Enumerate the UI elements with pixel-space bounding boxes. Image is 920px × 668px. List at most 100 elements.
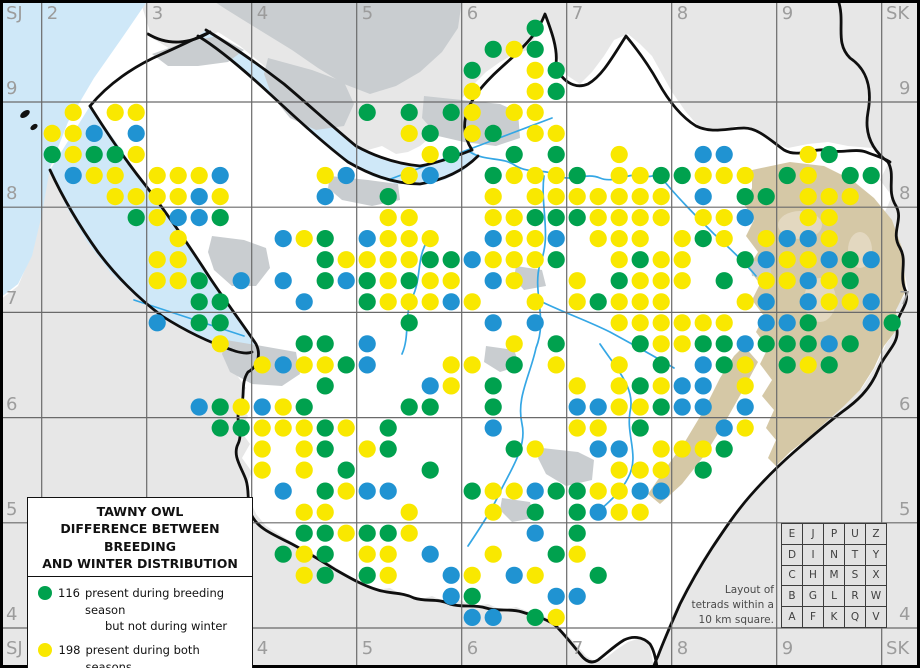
tetrad-dot xyxy=(694,314,712,332)
tetrad-dot xyxy=(379,251,397,269)
tetrad-dot xyxy=(211,209,229,227)
tetrad-dot xyxy=(631,503,649,521)
tetrad-dot xyxy=(778,335,796,353)
tetrad-dot xyxy=(484,251,502,269)
tetrad-dot xyxy=(694,440,712,458)
tetrad-dot xyxy=(736,209,754,227)
tetrad-dot xyxy=(589,482,607,500)
tetrad-dot xyxy=(694,209,712,227)
grid-ref-bottom: 4 xyxy=(256,638,269,659)
tetrad-dot xyxy=(274,482,292,500)
tetrad-dot xyxy=(505,335,523,353)
tetrad-dot xyxy=(652,209,670,227)
tetrad-dot xyxy=(463,82,481,100)
tetrad-dot xyxy=(715,440,733,458)
tetrad-dot xyxy=(148,272,166,290)
tetrad-dot xyxy=(568,166,586,185)
tetrad-dot xyxy=(169,251,187,269)
tetrad-dot xyxy=(736,419,754,437)
tetrad-dot xyxy=(547,230,565,248)
tetrad-cell-I: I xyxy=(802,543,824,566)
tetrad-dot xyxy=(610,188,628,206)
tetrad-dot xyxy=(694,461,712,479)
tetrad-dot xyxy=(610,314,628,332)
tetrad-dot xyxy=(484,314,502,332)
tetrad-dot xyxy=(589,419,607,437)
tetrad-dot xyxy=(316,440,334,458)
tetrad-dot xyxy=(568,419,586,437)
tetrad-cell-K: K xyxy=(823,606,845,628)
grid-ref-corner-bottom-right: SK xyxy=(886,638,910,659)
tetrad-dot xyxy=(610,503,628,521)
tetrad-dot xyxy=(568,272,586,290)
tetrad-dot xyxy=(820,293,838,311)
tetrad-dot xyxy=(337,524,355,542)
tetrad-dot xyxy=(337,166,355,185)
tetrad-dot xyxy=(631,314,649,332)
tetrad-dot xyxy=(484,124,502,142)
tetrad-dot xyxy=(736,166,754,185)
tetrad-dot xyxy=(673,377,691,395)
tetrad-dot xyxy=(400,524,418,542)
tetrad-dot xyxy=(736,398,754,416)
tetrad-dot xyxy=(715,272,733,290)
tetrad-dot xyxy=(358,545,376,563)
tetrad-cell-Z: Z xyxy=(865,523,887,545)
tetrad-dot xyxy=(526,82,544,100)
tetrad-dot xyxy=(652,272,670,290)
tetrad-dot xyxy=(295,398,313,416)
tetrad-dot xyxy=(568,524,586,542)
tetrad-dot xyxy=(673,272,691,290)
tetrad-dot xyxy=(694,377,712,395)
grid-ref-left: 8 xyxy=(6,183,18,205)
tetrad-dot xyxy=(715,335,733,353)
tetrad-dot xyxy=(820,145,838,164)
tetrad-dot xyxy=(526,440,544,458)
tetrad-dot xyxy=(211,335,229,353)
tetrad-cell-B: B xyxy=(781,585,803,608)
tetrad-dot xyxy=(379,188,397,206)
tetrad-dot xyxy=(631,272,649,290)
tetrad-dot xyxy=(694,188,712,206)
grid-ref-top: 6 xyxy=(466,3,479,24)
tetrad-dot xyxy=(316,419,334,437)
tetrad-dot xyxy=(253,461,271,479)
tetrad-dot xyxy=(127,188,145,206)
tetrad-dot xyxy=(799,230,817,248)
tetrad-dot xyxy=(442,293,460,311)
tetrad-dot xyxy=(631,482,649,500)
tetrad-dot xyxy=(316,566,334,584)
tetrad-cell-W: W xyxy=(865,585,887,608)
tetrad-dot xyxy=(715,166,733,185)
tetrad-dot xyxy=(316,524,334,542)
grid-ref-bottom: 5 xyxy=(361,638,374,659)
tetrad-dot xyxy=(757,272,775,290)
grid-ref-left: 9 xyxy=(6,78,18,99)
tetrad-dot xyxy=(484,419,502,437)
grid-ref-left: 7 xyxy=(6,288,18,310)
tetrad-cell-F: F xyxy=(802,606,824,628)
tetrad-dot xyxy=(43,145,61,164)
tetrad-dot xyxy=(379,545,397,563)
legend-text-line: but not during winter xyxy=(104,619,228,634)
tetrad-dot xyxy=(379,419,397,437)
tetrad-dot xyxy=(463,356,481,374)
tetrad-dot xyxy=(526,188,544,206)
tetrad-dot xyxy=(484,230,502,248)
tetrad-dot xyxy=(463,251,481,269)
tetrad-dot xyxy=(316,272,334,290)
tetrad-dot xyxy=(316,482,334,500)
tetrad-dot xyxy=(337,482,355,500)
tetrad-dot xyxy=(442,145,460,164)
tetrad-dot xyxy=(694,145,712,164)
tetrad-dot xyxy=(589,188,607,206)
tetrad-dot xyxy=(841,272,859,290)
tetrad-dot xyxy=(442,251,460,269)
tetrad-key-caption: Layout of tetrads within a 10 km square. xyxy=(660,583,774,629)
legend-box: TAWNY OWL DIFFERENCE BETWEEN BREEDING AN… xyxy=(27,497,253,668)
tetrad-dot xyxy=(841,335,859,353)
tetrad-dot xyxy=(148,209,166,227)
tetrad-dot xyxy=(715,419,733,437)
tetrad-dot xyxy=(610,251,628,269)
